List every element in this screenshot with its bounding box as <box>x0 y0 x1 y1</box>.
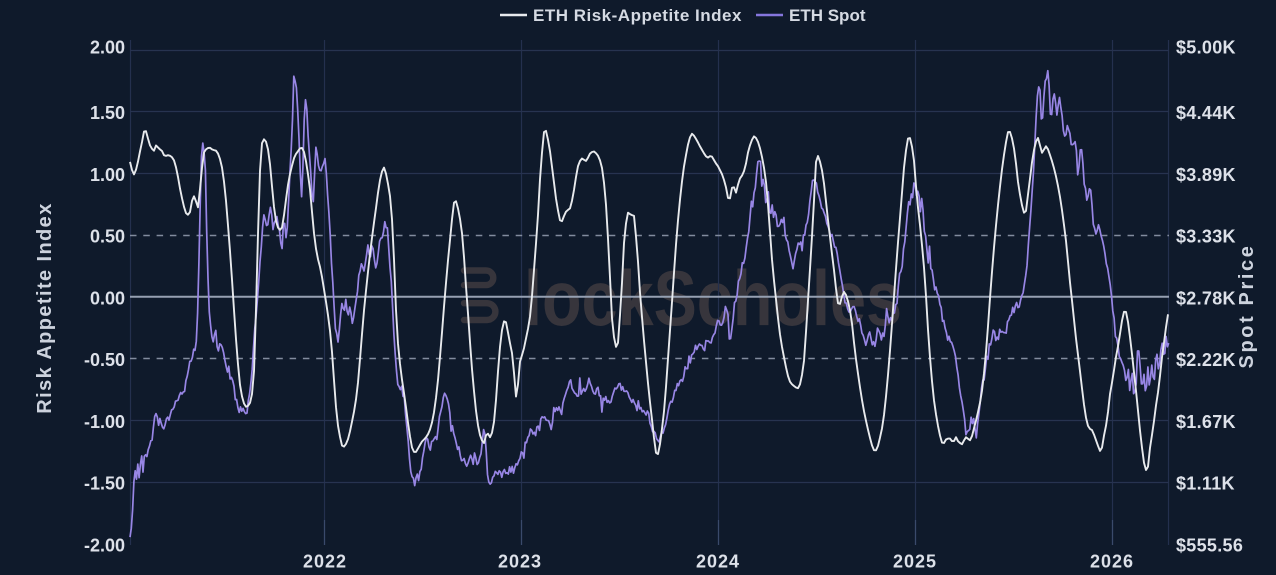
svg-text:2026: 2026 <box>1090 552 1134 571</box>
svg-text:$1.11K: $1.11K <box>1176 474 1235 494</box>
svg-text:-1.00: -1.00 <box>84 412 125 432</box>
svg-text:$1.67K: $1.67K <box>1176 412 1236 432</box>
svg-text:ETH Spot: ETH Spot <box>789 6 866 25</box>
svg-text:2024: 2024 <box>696 552 740 571</box>
svg-text:$555.56: $555.56 <box>1176 536 1243 556</box>
svg-text:1.50: 1.50 <box>90 103 125 123</box>
svg-text:Risk Appetite Index: Risk Appetite Index <box>34 202 56 413</box>
svg-text:-1.50: -1.50 <box>84 474 125 494</box>
svg-text:2023: 2023 <box>498 552 542 571</box>
svg-text:lockScholes: lockScholes <box>524 254 902 342</box>
svg-text:2.00: 2.00 <box>90 38 125 58</box>
svg-text:$4.44K: $4.44K <box>1176 103 1236 123</box>
svg-text:0.50: 0.50 <box>90 227 125 247</box>
svg-text:2022: 2022 <box>303 552 347 571</box>
svg-text:0.00: 0.00 <box>90 289 125 309</box>
svg-text:-0.50: -0.50 <box>84 350 125 370</box>
svg-text:2025: 2025 <box>893 552 937 571</box>
svg-text:$3.89K: $3.89K <box>1176 165 1236 185</box>
svg-text:1.00: 1.00 <box>90 165 125 185</box>
svg-text:$3.33K: $3.33K <box>1176 227 1236 247</box>
svg-text:-2.00: -2.00 <box>84 536 125 556</box>
svg-text:$2.78K: $2.78K <box>1176 289 1236 309</box>
svg-text:$5.00K: $5.00K <box>1176 38 1236 58</box>
svg-text:$2.22K: $2.22K <box>1176 350 1236 370</box>
svg-text:Spot Price: Spot Price <box>1236 244 1258 369</box>
svg-text:ETH Risk-Appetite Index: ETH Risk-Appetite Index <box>533 6 742 25</box>
